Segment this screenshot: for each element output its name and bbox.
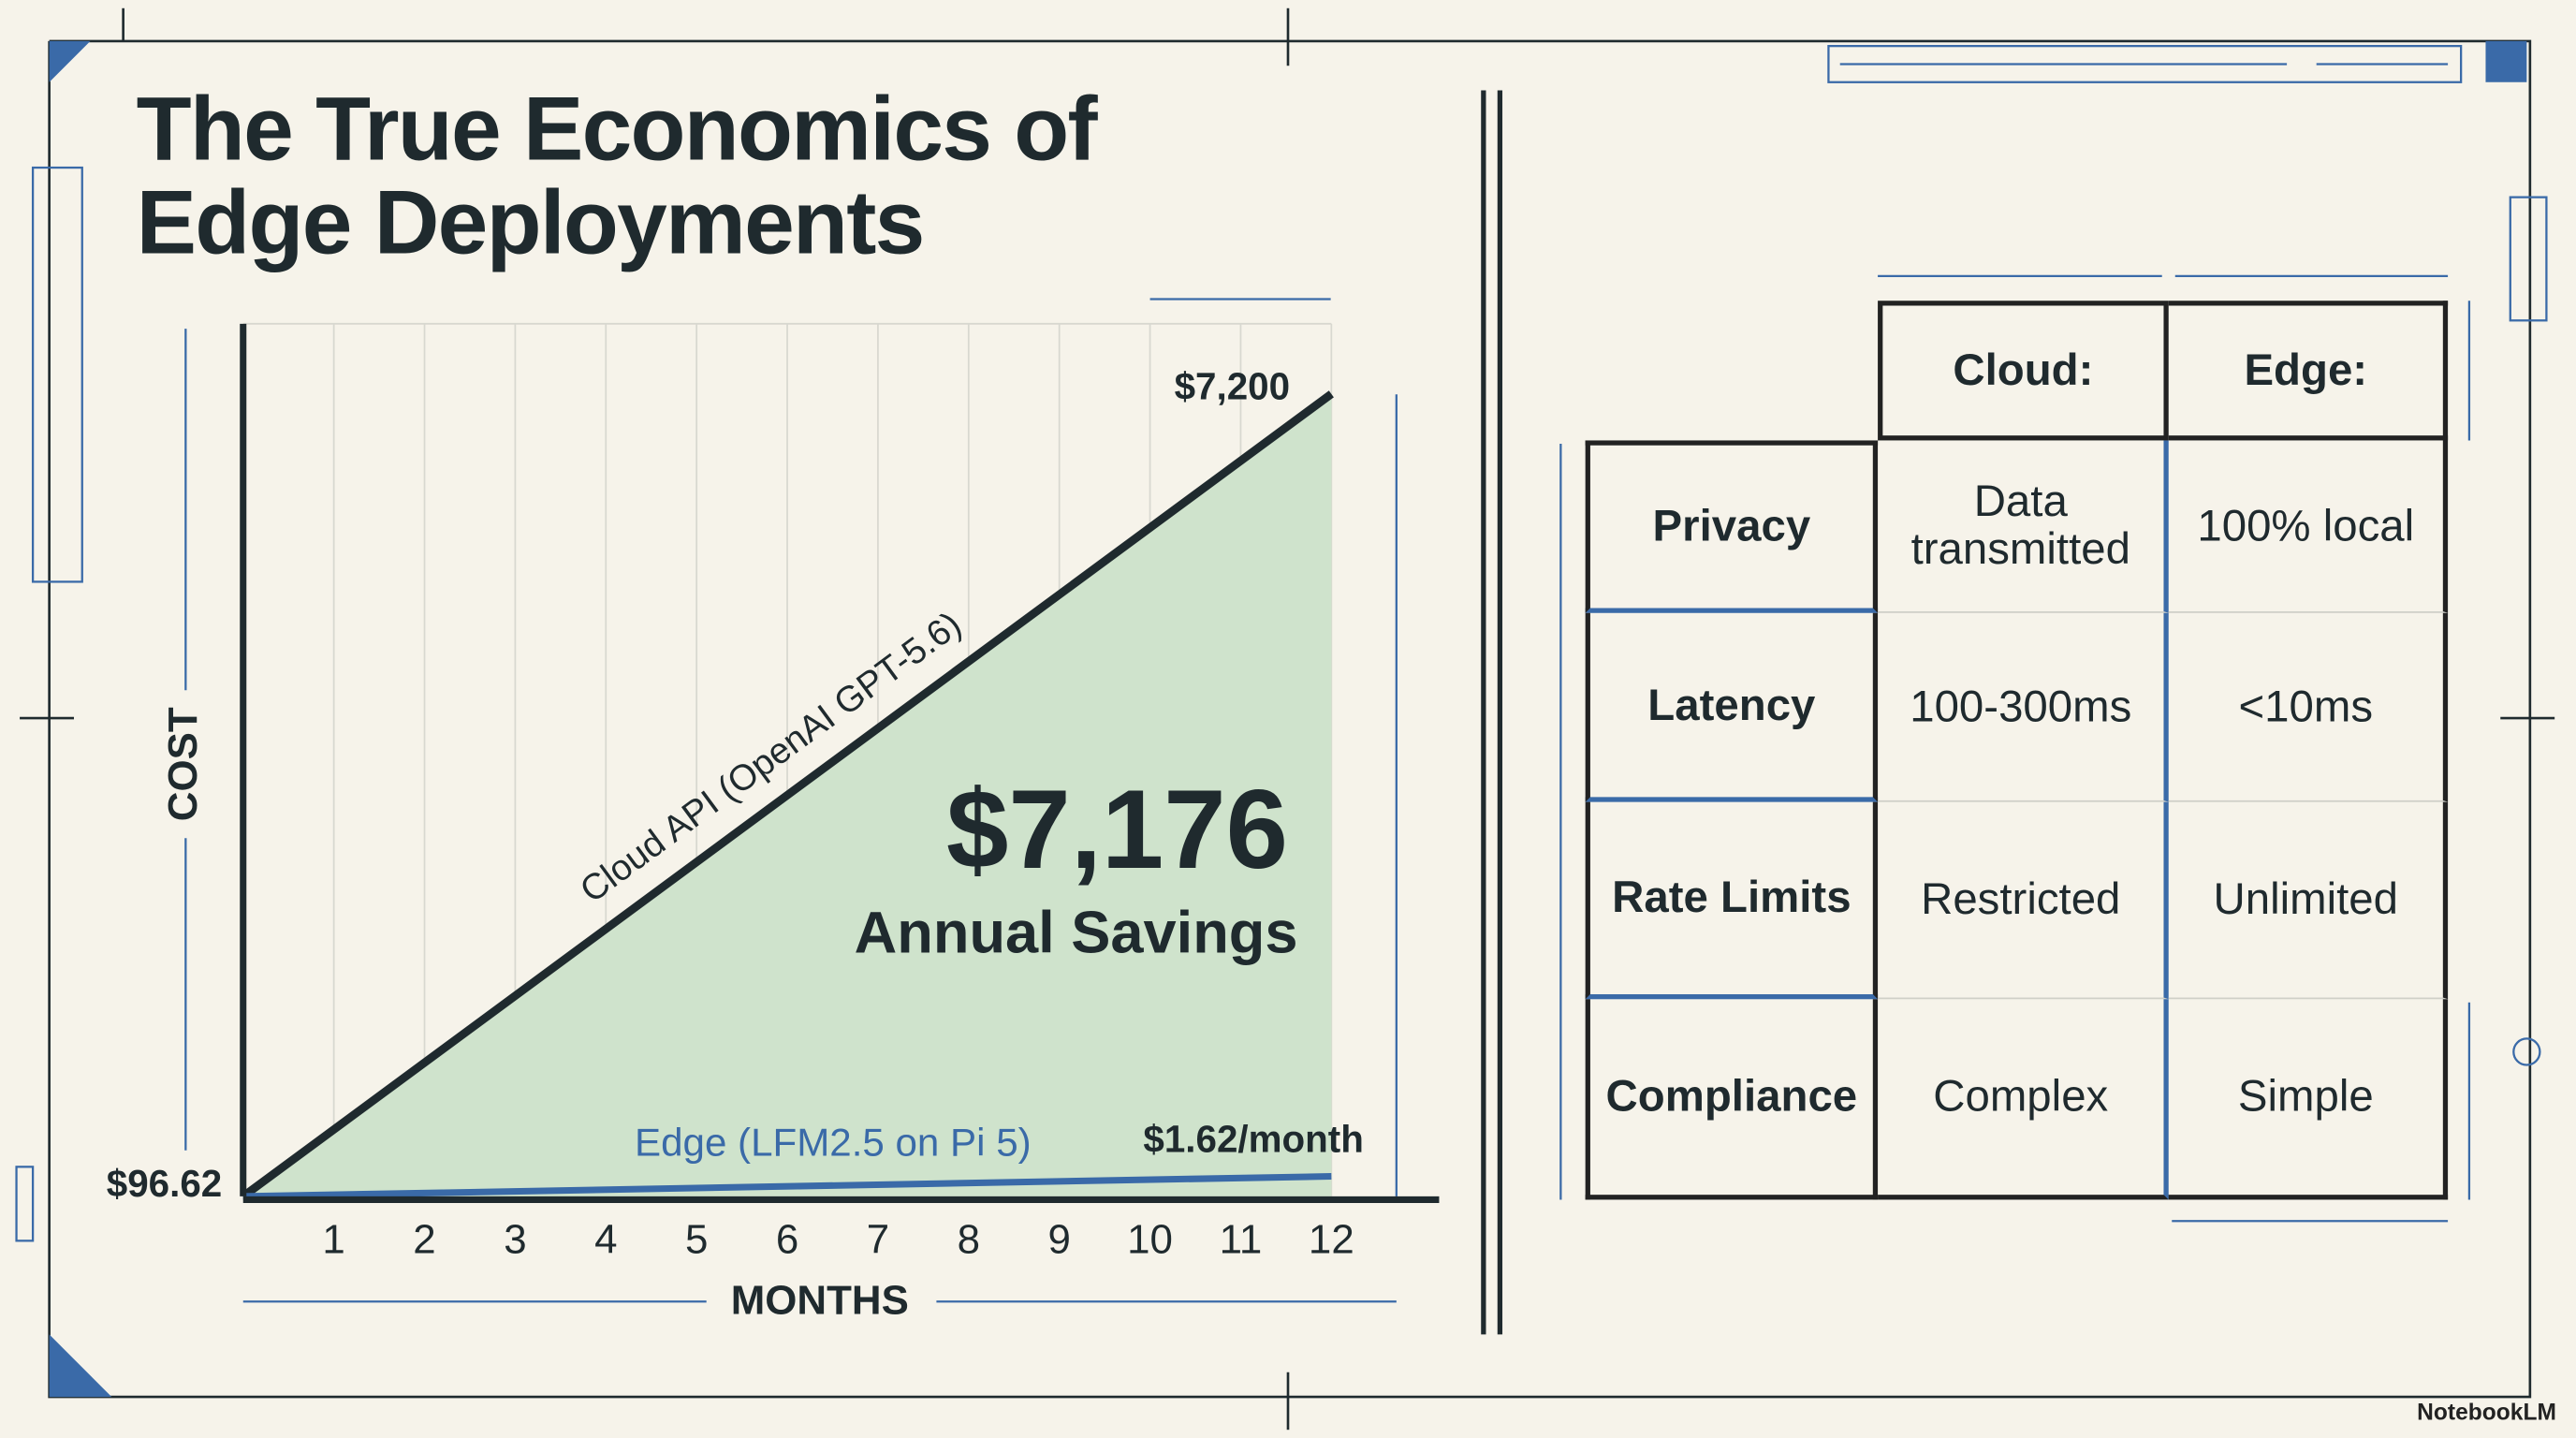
annotation: $1.62/month	[1143, 1118, 1363, 1161]
corner	[49, 40, 91, 82]
x-tick-label: 10	[1127, 1217, 1173, 1263]
row-header: Latency	[1585, 612, 1879, 802]
table-cell: 100-300ms	[1878, 612, 2169, 802]
row-header: Privacy	[1585, 440, 1879, 613]
column-header: Edge:	[2168, 301, 2449, 441]
x-tick-label: 7	[867, 1217, 889, 1263]
table-cell: Restricted	[1878, 801, 2169, 1000]
x-tick-label: 3	[504, 1217, 526, 1263]
series-label: Edge (LFM2.5 on Pi 5)	[635, 1121, 1032, 1165]
row-header: Compliance	[1585, 999, 1879, 1200]
x-tick-label: 4	[594, 1217, 617, 1263]
table-cell: 100% local	[2168, 440, 2449, 613]
x-tick-label: 8	[958, 1217, 980, 1263]
annotation: $7,200	[1175, 365, 1290, 408]
frame	[20, 7, 2555, 1431]
footer: NotebookLM	[2417, 1398, 2556, 1425]
table-cell: <10ms	[2168, 612, 2449, 802]
dimension-lines	[15, 45, 2548, 1303]
table-cell: Data transmitted	[1878, 440, 2169, 613]
table-cell: Unlimited	[2168, 801, 2449, 1000]
corner	[2485, 40, 2527, 82]
table-cell: Complex	[1878, 999, 2169, 1200]
line	[242, 1172, 1332, 1200]
y-axis-label: COST	[160, 707, 206, 821]
line	[241, 390, 1334, 1200]
annotation: $96.62	[107, 1162, 222, 1205]
x-tick-label: 11	[1220, 1217, 1263, 1263]
column-header: Cloud:	[1878, 301, 2169, 441]
x-tick-label: 12	[1309, 1217, 1354, 1263]
chart-title: The True Economics of Edge Deployments	[136, 77, 1098, 273]
x-tick-label: 2	[413, 1217, 435, 1263]
table-cell: Simple	[2168, 999, 2449, 1200]
annotation: $7,176	[946, 768, 1288, 892]
row-header: Rate Limits	[1585, 801, 1879, 1000]
x-tick-label: 6	[776, 1217, 798, 1263]
x-tick-label: 9	[1047, 1217, 1070, 1263]
x-tick-label: 5	[685, 1217, 708, 1263]
corner	[49, 1334, 112, 1398]
annotation: Annual Savings	[855, 900, 1298, 965]
x-axis-label: MONTHS	[731, 1278, 909, 1324]
x-tick-label: 1	[322, 1217, 344, 1263]
